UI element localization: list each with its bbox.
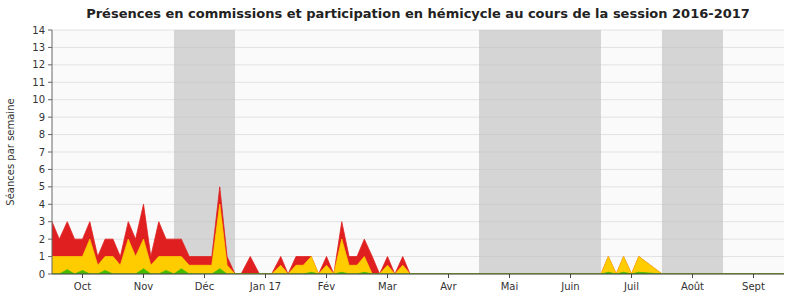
plot-background — [52, 30, 784, 274]
y-tick — [48, 221, 52, 222]
x-tick — [143, 274, 144, 278]
x-tick — [570, 274, 571, 278]
area — [52, 204, 784, 274]
holiday-band — [662, 30, 723, 274]
y-tick — [48, 152, 52, 153]
y-tick-label: 4 — [39, 199, 45, 210]
y-tick — [48, 117, 52, 118]
x-tick-label: Juin — [560, 281, 579, 292]
x-tick-label: Oct — [74, 281, 91, 292]
x-tick — [692, 274, 693, 278]
y-tick — [48, 186, 52, 187]
x-tick-label: Août — [681, 281, 704, 292]
y-tick-label: 6 — [39, 164, 45, 175]
y-tick-label: 11 — [32, 77, 45, 88]
x-tick — [509, 274, 510, 278]
y-tick-label: 1 — [39, 251, 45, 262]
y-tick — [48, 64, 52, 65]
x-tick-label: Avr — [440, 281, 457, 292]
y-tick-label: 2 — [39, 234, 45, 245]
y-tick-label: 12 — [32, 59, 45, 70]
area — [52, 269, 784, 274]
y-axis-label: Séances par semaine — [5, 98, 16, 205]
x-tick — [326, 274, 327, 278]
y-tick — [48, 256, 52, 257]
title: Présences en commissions et participatio… — [86, 6, 750, 21]
y-tick — [48, 134, 52, 135]
x-tick-label: Sept — [742, 281, 765, 292]
holiday-band — [174, 30, 235, 274]
x-tick-label: Nov — [134, 281, 154, 292]
y-tick-label: 14 — [32, 25, 45, 36]
grid — [52, 30, 784, 274]
holiday-band — [479, 30, 540, 274]
area — [52, 187, 784, 274]
x-tick-label: Mai — [501, 281, 519, 292]
y-tick — [48, 30, 52, 31]
grid-line — [52, 274, 784, 275]
y-tick — [48, 169, 52, 170]
x-tick-label: Jan 17 — [249, 281, 281, 292]
y-tick-label: 13 — [32, 42, 45, 53]
y-tick — [48, 82, 52, 83]
x-tick-label: Déc — [195, 281, 214, 292]
y-tick-label: 7 — [39, 147, 45, 158]
y-tick — [48, 47, 52, 48]
y-tick — [48, 204, 52, 205]
y-tick-label: 10 — [32, 94, 45, 105]
y-tick-label: 0 — [39, 269, 45, 280]
holiday-band — [540, 30, 601, 274]
y-tick — [48, 99, 52, 100]
y-tick — [48, 239, 52, 240]
x-tick — [448, 274, 449, 278]
x-tick-label: Mar — [378, 281, 398, 292]
plot-area — [52, 30, 784, 274]
x-tick — [753, 274, 754, 278]
x-axis — [52, 274, 784, 275]
x-tick — [204, 274, 205, 278]
y-tick-label: 8 — [39, 129, 45, 140]
y-tick-label: 5 — [39, 181, 45, 192]
y-tick-label: 3 — [39, 216, 45, 227]
x-tick — [387, 274, 388, 278]
y-tick-label: 9 — [39, 112, 45, 123]
x-tick — [82, 274, 83, 278]
y-tick — [48, 274, 52, 275]
chart: 01234567891011121314OctNovDécJan 17FévMa… — [0, 0, 800, 300]
x-tick-label: Juil — [623, 281, 639, 292]
x-tick — [265, 274, 266, 278]
x-tick — [631, 274, 632, 278]
x-tick-label: Fév — [318, 281, 335, 292]
